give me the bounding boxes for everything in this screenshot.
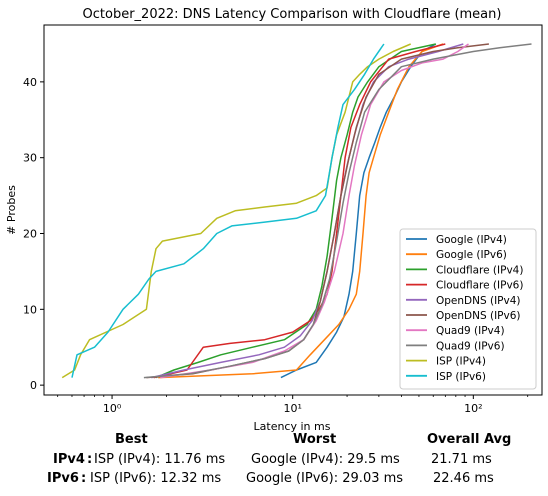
y-axis: 0 10 20 30 40 [23, 76, 44, 392]
series-line-8 [61, 43, 411, 379]
plot-area [61, 43, 532, 379]
x-tick-label-2: 10² [464, 402, 482, 415]
series-line-9 [71, 43, 385, 378]
series-line-6 [160, 43, 469, 379]
x-tick-label-0: 10⁰ [103, 402, 122, 415]
x-axis-label: Latency in ms [254, 420, 331, 433]
legend-frame [399, 228, 537, 390]
legend-label-7: Quad9 (IPv6) [436, 340, 505, 352]
y-tick-label-3: 30 [23, 152, 37, 165]
chart-title: October_2022: DNS Latency Comparison wit… [83, 7, 502, 22]
x-tick-label-1: 10¹ [283, 402, 301, 415]
y-tick-label-1: 10 [23, 303, 37, 316]
legend-label-9: ISP (IPv6) [436, 371, 486, 383]
series-line-1 [158, 43, 444, 379]
x-axis: 10⁰ 10¹ 10² [57, 395, 529, 415]
series-line-7 [143, 43, 532, 379]
y-axis-label: # Probes [5, 185, 18, 235]
legend-label-0: Google (IPv4) [436, 234, 507, 246]
legend-label-6: Quad9 (IPv4) [436, 325, 505, 337]
chart-legend: Google (IPv4) Google (IPv6) Cloudflare (IP… [399, 228, 537, 390]
legend-label-8: ISP (IPv4) [436, 356, 486, 368]
y-tick-label-2: 20 [23, 228, 37, 241]
y-tick-label-4: 40 [23, 76, 37, 89]
legend-label-2: Cloudflare (IPv4) [436, 264, 523, 276]
y-tick-label-0: 0 [30, 379, 37, 392]
legend-label-1: Google (IPv6) [436, 249, 507, 261]
legend-label-3: Cloudflare (IPv6) [436, 280, 523, 292]
legend-label-4: OpenDNS (IPv4) [436, 295, 521, 307]
series-line-3 [153, 43, 446, 379]
series-line-2 [155, 43, 436, 379]
legend-label-5: OpenDNS (IPv6) [436, 310, 521, 322]
